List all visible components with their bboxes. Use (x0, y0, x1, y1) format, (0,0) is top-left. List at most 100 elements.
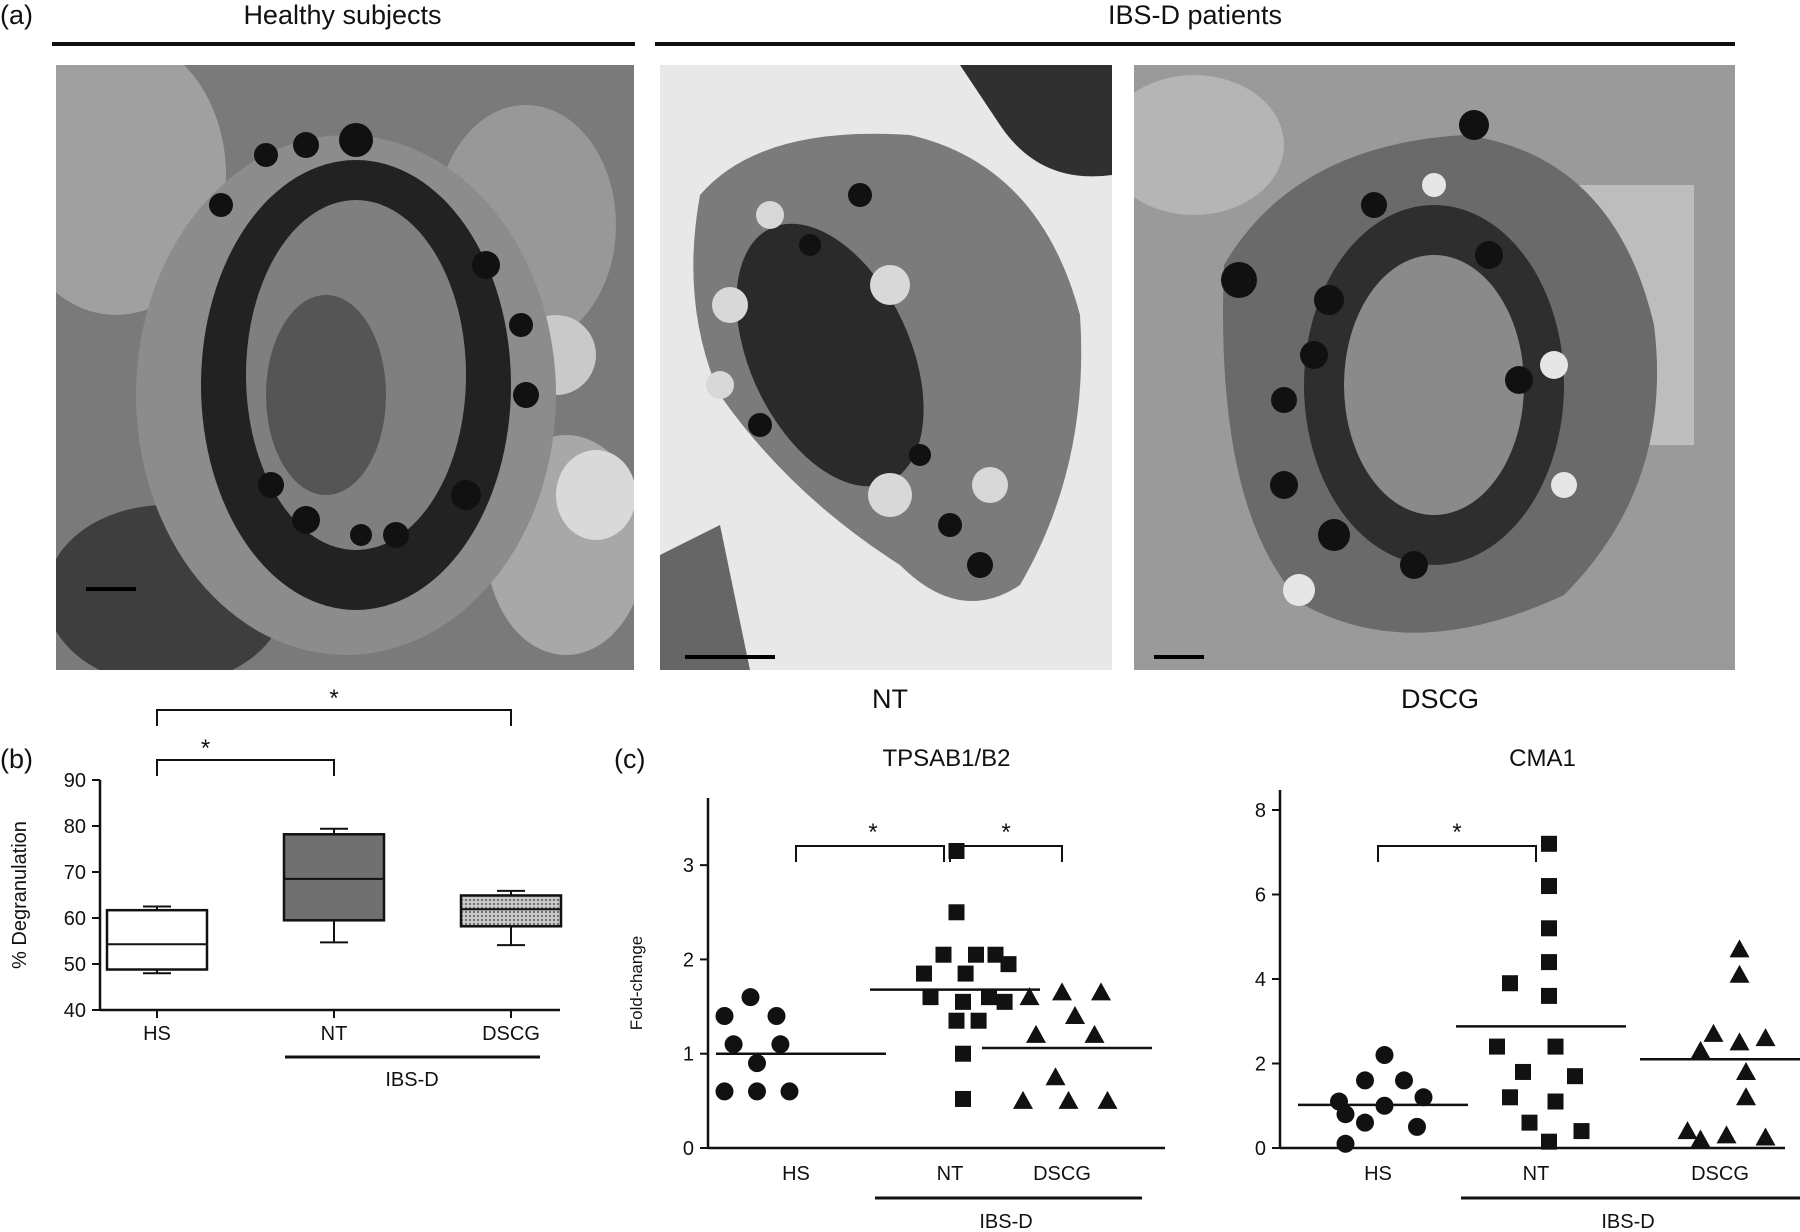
y-tick-label: 50 (64, 954, 86, 976)
significance-label: * (1001, 819, 1010, 846)
point-HS (1408, 1117, 1426, 1136)
x-tick-label: DSCG (1691, 1163, 1749, 1185)
significance-bracket (795, 845, 945, 862)
micrograph-dscg (1134, 65, 1735, 670)
caption-dscg: DSCG (1400, 684, 1479, 714)
x-tick-label: HS (782, 1163, 810, 1185)
y-tick-label: 0 (1255, 1138, 1266, 1160)
healthy-subjects-rule (52, 42, 635, 46)
significance-bracket (156, 709, 512, 726)
significance-bracket (1377, 845, 1537, 862)
point-NT (1547, 1093, 1564, 1110)
significance-label: * (201, 735, 210, 762)
point-HS (1356, 1113, 1374, 1132)
x-tick-label: NT (321, 1023, 348, 1045)
point-NT (1541, 987, 1557, 1004)
group-label: IBS-D (1601, 1211, 1654, 1232)
x-tick-label: HS (1364, 1163, 1392, 1185)
group-label: IBS-D (385, 1069, 438, 1091)
point-DSCG (1736, 1087, 1756, 1106)
chart-title: TPSAB1/B2 (882, 745, 1010, 772)
point-DSCG (1084, 1024, 1105, 1043)
point-NT (1502, 1089, 1518, 1106)
point-HS (741, 988, 760, 1007)
point-HS (767, 1007, 786, 1025)
point-NT (981, 989, 997, 1006)
point-NT (1515, 1063, 1531, 1080)
y-tick-label: 40 (64, 1000, 86, 1022)
point-HS (1395, 1071, 1413, 1090)
group-label: IBS-D (979, 1211, 1032, 1232)
point-DSCG (1013, 1090, 1033, 1109)
point-DSCG (1729, 964, 1750, 983)
point-NT (1541, 878, 1557, 895)
point-HS (724, 1035, 743, 1054)
point-NT (1502, 975, 1518, 992)
point-HS (715, 1007, 734, 1025)
point-HS (1356, 1071, 1374, 1090)
point-DSCG (1736, 1061, 1756, 1080)
point-HS (1375, 1046, 1394, 1065)
point-HS (1336, 1134, 1355, 1153)
point-DSCG (1690, 1129, 1711, 1148)
y-tick-label: 60 (64, 908, 86, 930)
panel-a-label: (a) (0, 0, 33, 30)
point-DSCG (1755, 1028, 1776, 1047)
y-tick-label: 0 (683, 1138, 694, 1160)
point-NT (1521, 1114, 1538, 1131)
point-NT (922, 989, 939, 1006)
y-tick-label: 1 (683, 1044, 694, 1066)
x-tick-label: DSCG (1033, 1163, 1091, 1185)
point-HS (1336, 1105, 1355, 1124)
point-NT (935, 946, 952, 963)
significance-label: * (1452, 819, 1461, 846)
point-NT (955, 1045, 971, 1062)
y-tick-label: 6 (1255, 885, 1266, 907)
chart-tpsab: TPSAB1/B2 0 1 2 3 Fold-change HS NT DSCG IBS-D * * (627, 745, 1165, 1232)
significance-label: * (868, 819, 877, 846)
ibs-d-patients-rule (655, 42, 1735, 46)
point-NT (1573, 1123, 1590, 1140)
point-NT (987, 946, 1004, 963)
point-DSCG (1045, 1067, 1066, 1086)
point-DSCG (1065, 1006, 1085, 1024)
box-HS (105, 908, 209, 971)
point-DSCG (1677, 1121, 1698, 1140)
y-tick-label: 90 (64, 770, 86, 792)
point-DSCG (1716, 1125, 1737, 1144)
point-HS (715, 1082, 734, 1101)
point-NT (957, 965, 974, 982)
point-NT (1541, 920, 1557, 937)
chart-cma1: CMA1 0 2 4 6 8 HS NT DSCG IBS-D * (1255, 745, 1800, 1232)
point-DSCG (1052, 982, 1072, 1001)
point-NT (1547, 1038, 1564, 1055)
point-HS (1414, 1088, 1433, 1107)
chart-degranulation: 40 50 60 70 80 90 % Degranulation HS NT DSCG IBS-D… (9, 685, 563, 1091)
y-tick-label: 2 (683, 949, 694, 971)
point-NT (955, 993, 971, 1010)
caption-nt: NT (872, 684, 908, 714)
point-NT (948, 1012, 965, 1029)
point-DSCG (1058, 1090, 1079, 1109)
y-tick-label: 8 (1255, 800, 1266, 822)
point-NT (955, 1090, 971, 1107)
point-DSCG (1690, 1040, 1711, 1059)
point-NT (970, 1012, 987, 1029)
point-HS (748, 1054, 766, 1073)
y-tick-label: 4 (1255, 969, 1266, 991)
x-tick-label: DSCG (482, 1023, 540, 1045)
point-HS (748, 1082, 766, 1101)
significance-bracket (156, 759, 335, 776)
point-DSCG (1019, 987, 1040, 1006)
point-DSCG (1755, 1127, 1776, 1146)
panel-c-label: (c) (614, 744, 646, 774)
significance-label: * (329, 685, 338, 712)
point-DSCG (1026, 1024, 1046, 1043)
micrograph-nt (660, 65, 1112, 670)
point-NT (916, 965, 932, 982)
point-DSCG (1729, 1032, 1750, 1051)
chart-title: CMA1 (1509, 745, 1576, 772)
micrograph-healthy-subject (56, 65, 634, 670)
x-tick-label: NT (1523, 1163, 1550, 1185)
x-tick-label: NT (937, 1163, 964, 1185)
